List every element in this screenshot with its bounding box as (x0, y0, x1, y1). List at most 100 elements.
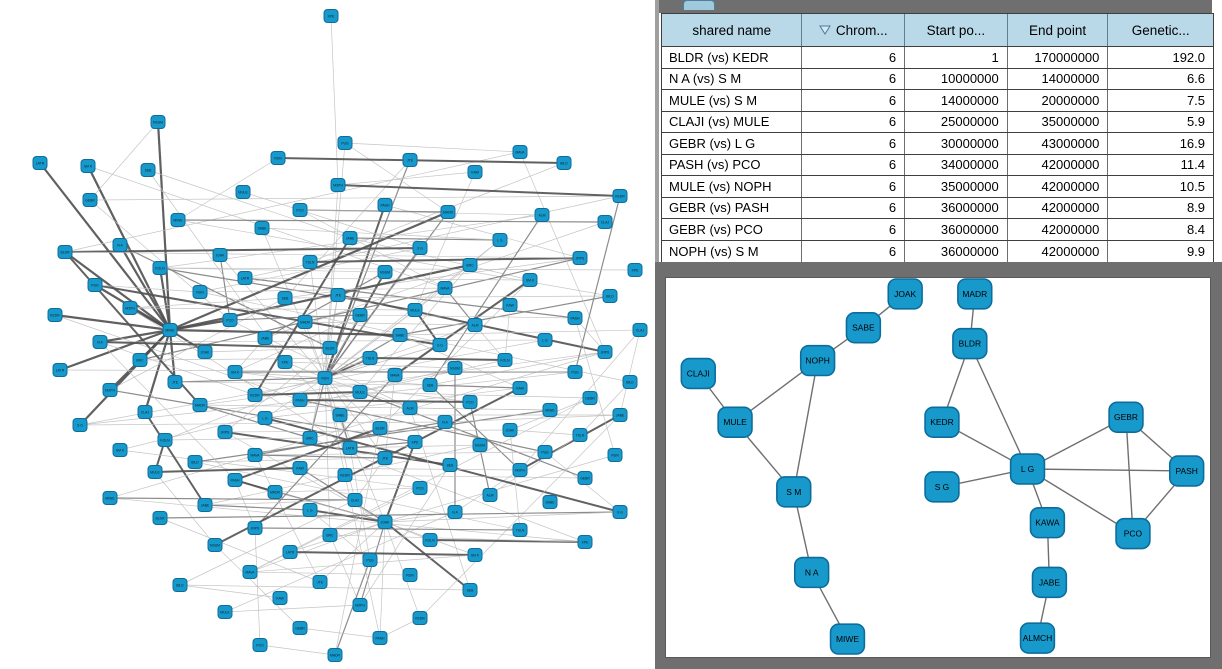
network-node[interactable]: RUN (607, 448, 623, 462)
network-node[interactable]: MULE (352, 385, 368, 399)
network-node[interactable]: JOAK (502, 423, 518, 437)
network-node-s-m[interactable]: S M (776, 476, 812, 508)
network-node[interactable]: SEB (140, 163, 156, 177)
table-row[interactable]: N A (vs) S M 6 10000000 14000000 6.6 (662, 68, 1213, 90)
network-node[interactable]: GEBR (582, 391, 598, 405)
table-row[interactable]: GEBR (vs) PCO 6 36000000 42000000 8.4 (662, 219, 1213, 241)
network-node[interactable]: MAVA (247, 448, 263, 462)
network-node[interactable]: MULE (217, 605, 233, 619)
network-edge[interactable] (969, 343, 1029, 470)
network-node[interactable]: BRC (302, 431, 318, 445)
network-node[interactable]: TSLN (302, 255, 318, 269)
network-node[interactable]: KPE (627, 263, 643, 277)
network-node[interactable]: MULE (407, 303, 423, 317)
network-node[interactable]: BILD (172, 578, 188, 592)
network-node-bldr[interactable]: BLDR (952, 327, 988, 360)
network-node[interactable]: N A (447, 505, 463, 519)
network-node[interactable]: JRPS (597, 345, 613, 359)
network-node[interactable]: SEB (277, 291, 293, 305)
network-node[interactable]: JRPS (247, 521, 263, 535)
network-node[interactable]: BLDR (372, 421, 388, 435)
network-node[interactable]: JRPS (572, 251, 588, 265)
table-tab-fragment[interactable] (683, 0, 715, 10)
network-node[interactable]: PUG (337, 136, 353, 150)
network-node[interactable]: JABE (612, 408, 628, 422)
network-node[interactable]: PCO (292, 203, 308, 217)
network-node[interactable]: ALM (534, 208, 550, 222)
network-node[interactable]: KAW (272, 591, 288, 605)
network-node[interactable]: ALM (467, 318, 483, 332)
network-node[interactable]: NOPH (512, 463, 528, 477)
network-node[interactable]: SABE (542, 495, 558, 509)
network-node[interactable]: KEDR (337, 468, 353, 482)
network-node[interactable]: KEDR (412, 611, 428, 625)
table-row[interactable]: MULE (vs) S M 6 14000000 20000000 7.5 (662, 90, 1213, 112)
network-node[interactable]: MULE (235, 185, 251, 199)
network-node[interactable]: L G (302, 503, 318, 517)
network-node-pco[interactable]: PCO (1115, 517, 1151, 550)
sub-network-view[interactable]: JOAK SABE NOPH CLAJI MULE S M N A MIWE MADR BLDR K… (665, 277, 1211, 658)
column-header-genetic-[interactable]: Genetic... (1108, 14, 1213, 46)
network-node[interactable]: KOLN (497, 353, 513, 367)
network-node[interactable]: GEBR (577, 471, 593, 485)
network-node-pash[interactable]: PASH (1168, 455, 1205, 487)
network-edge[interactable] (1027, 468, 1187, 472)
network-node[interactable]: JOAK (197, 345, 213, 359)
network-node[interactable]: MIWE (162, 323, 178, 337)
table-row[interactable]: MULE (vs) NOPH 6 35000000 42000000 10.5 (662, 176, 1213, 198)
network-node[interactable]: MADR (267, 485, 283, 499)
network-node[interactable]: PASH (372, 631, 388, 645)
network-node-mule[interactable]: MULE (717, 406, 753, 438)
network-node[interactable]: PCO (412, 481, 428, 495)
network-node[interactable]: PUG (537, 445, 553, 459)
network-node[interactable]: MADR (440, 205, 456, 219)
main-network-view[interactable]: KPE NSUM LATR SM K PUG MAVA RUN JTE BILD SEB KAW NO… (0, 0, 655, 669)
network-node[interactable]: TSLN (512, 523, 528, 537)
network-node[interactable]: SM K (522, 273, 538, 287)
network-node[interactable]: KAW (512, 381, 528, 395)
network-node[interactable]: SM K (112, 443, 128, 457)
network-edge[interactable] (1125, 417, 1134, 534)
network-node[interactable]: TSLN (572, 428, 588, 442)
network-node[interactable]: SM K (80, 159, 96, 173)
network-node[interactable]: KAW (292, 461, 308, 475)
network-node[interactable]: S G (72, 418, 88, 432)
network-node[interactable]: LATR (52, 363, 68, 377)
panel-splitter[interactable] (655, 0, 659, 262)
network-node[interactable]: BLDR (322, 341, 338, 355)
network-node[interactable]: MADR (327, 648, 343, 662)
network-node[interactable]: TSLN (362, 351, 378, 365)
network-node[interactable]: PUG (87, 278, 103, 292)
network-node[interactable]: SEB (442, 458, 458, 472)
network-node-joak[interactable]: JOAK (887, 278, 923, 310)
network-node[interactable]: BILD (622, 375, 638, 389)
network-node[interactable]: PCO (252, 638, 268, 652)
network-node[interactable]: KPE (577, 535, 593, 549)
network-node[interactable]: N A (92, 335, 108, 349)
network-node[interactable]: MAVA (387, 368, 403, 382)
network-node[interactable]: JOAK (377, 515, 393, 529)
network-node[interactable]: CLAJ (632, 323, 648, 337)
network-node[interactable]: PUG (362, 553, 378, 567)
network-node[interactable]: CLAJ (137, 405, 153, 419)
column-header-start-po-[interactable]: Start po... (905, 14, 1008, 46)
table-row[interactable]: GEBR (vs) PASH 6 36000000 42000000 8.9 (662, 197, 1213, 219)
network-node[interactable]: CLAJ (597, 215, 613, 229)
network-node[interactable]: MIWE (102, 491, 118, 505)
network-node[interactable]: PASH (567, 311, 583, 325)
network-node[interactable]: NOPH (102, 383, 118, 397)
network-node-kedr[interactable]: KEDR (924, 406, 960, 438)
network-node[interactable]: MAVA (512, 145, 528, 159)
network-node[interactable]: SABE (254, 221, 270, 235)
network-node[interactable]: KPE (277, 355, 293, 369)
network-node[interactable]: CLAJ (347, 493, 363, 507)
network-node[interactable]: PASH (227, 473, 243, 487)
network-node[interactable]: NOPH (330, 178, 346, 192)
network-node[interactable]: LATR (237, 271, 253, 285)
table-row[interactable]: BLDR (vs) KEDR 6 1 170000000 192.0 (662, 47, 1213, 69)
network-node[interactable]: LATR (282, 545, 298, 559)
network-node-s-g[interactable]: S G (924, 471, 960, 503)
network-node-madr[interactable]: MADR (957, 278, 993, 310)
network-node[interactable]: MIWE (542, 403, 558, 417)
network-node[interactable]: NSUM (207, 538, 223, 552)
